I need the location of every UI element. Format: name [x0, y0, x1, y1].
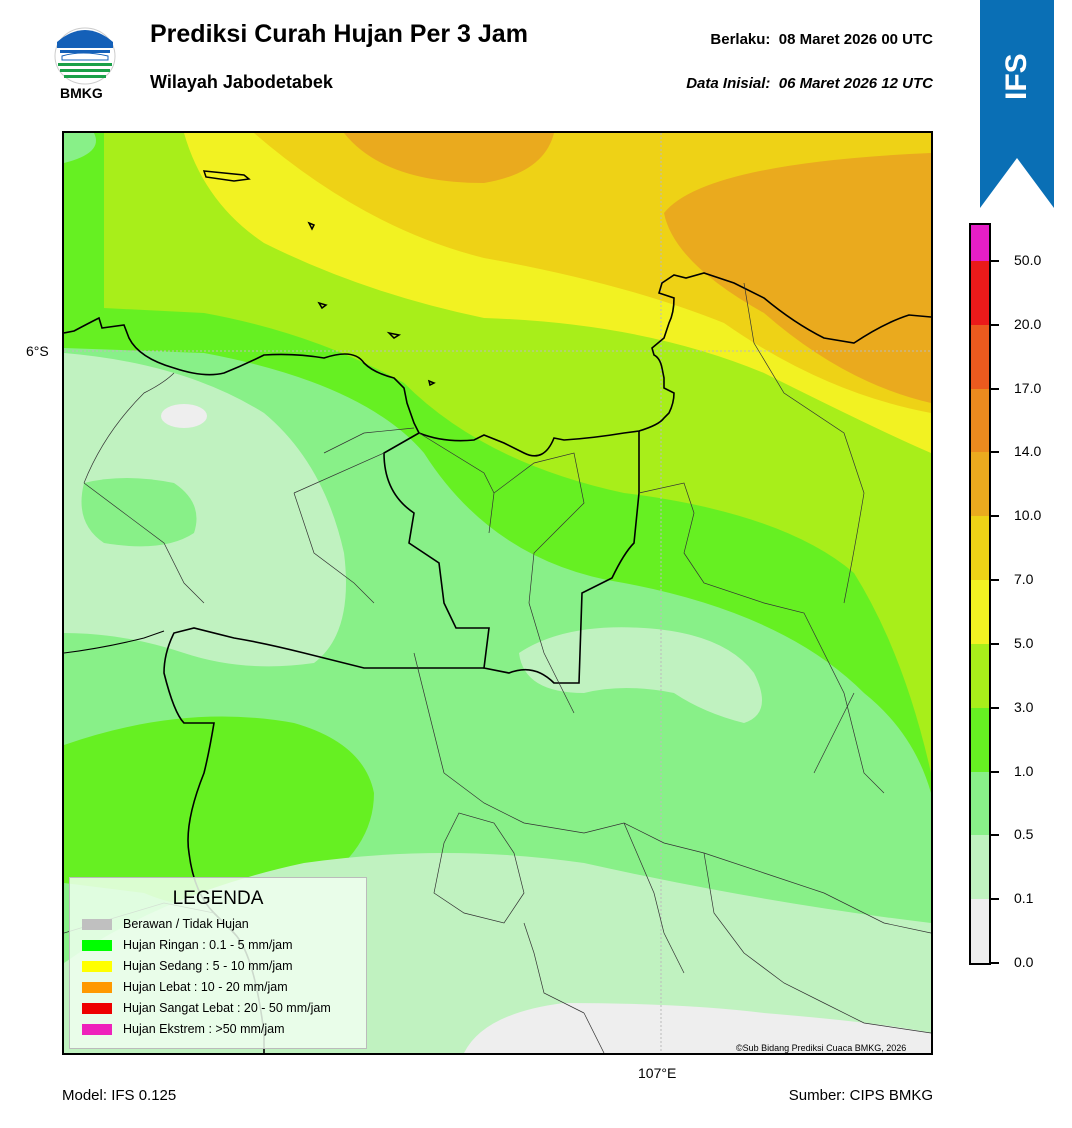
colorbar-tick — [991, 642, 999, 645]
colorbar-segment — [971, 707, 989, 772]
colorbar-segment — [971, 516, 989, 581]
legend-label: Berawan / Tidak Hujan — [123, 917, 249, 931]
source-label: Sumber: CIPS BMKG — [788, 1087, 933, 1104]
colorbar-segment — [971, 580, 989, 644]
colorbar-tick — [991, 834, 999, 837]
colorbar-tick-label: 0.5 — [1014, 826, 1034, 843]
colorbar-tick — [991, 706, 999, 709]
colorbar-segment — [971, 225, 989, 261]
legend-label: Hujan Ringan : 0.1 - 5 mm/jam — [123, 938, 293, 952]
colorbar-tick — [991, 260, 999, 262]
colorbar-segment — [971, 643, 989, 708]
colorbar-tick — [991, 451, 999, 454]
colorbar-segment — [971, 452, 989, 517]
colorbar-segment — [971, 835, 989, 900]
legend-swatch — [82, 981, 112, 993]
legend-swatch — [82, 1002, 112, 1014]
colorbar-tick-label: 5.0 — [1014, 634, 1034, 651]
longitude-label: 107°E — [638, 1065, 677, 1081]
legend-item: Hujan Ringan : 0.1 - 5 mm/jam — [82, 936, 293, 954]
colorbar-tick-label: 20.0 — [1014, 315, 1042, 332]
colorbar-tick-label: 3.0 — [1014, 698, 1034, 715]
colorbar-segment — [971, 771, 989, 836]
colorbar-segment — [971, 388, 989, 453]
legend-swatch — [82, 960, 112, 972]
legend-item: Hujan Ekstrem : >50 mm/jam — [82, 1020, 285, 1038]
colorbar-segment — [971, 261, 989, 325]
legend-label: Hujan Sangat Lebat : 20 - 50 mm/jam — [123, 1001, 331, 1015]
colorbar-tick — [991, 387, 999, 390]
colorbar-tick-label: 50.0 — [1014, 252, 1042, 268]
legend-swatch — [82, 1023, 112, 1035]
legend-swatch — [82, 939, 112, 951]
colorbar-tick-label: 0.1 — [1014, 890, 1034, 907]
legend-title: LEGENDA — [172, 888, 264, 909]
region-subtitle: Wilayah Jabodetabek — [150, 72, 333, 92]
colorbar-tick — [991, 515, 999, 518]
bmkg-logo-icon — [54, 27, 116, 85]
colorbar-tick — [991, 898, 999, 901]
rainfall-map — [62, 131, 933, 1055]
legend-label: Hujan Lebat : 10 - 20 mm/jam — [123, 980, 288, 994]
colorbar-tick-label: 17.0 — [1014, 379, 1042, 396]
colorbar-tick-label: 0.0 — [1014, 954, 1034, 970]
latitude-label: 6°S — [26, 343, 49, 359]
legend-label: Hujan Sedang : 5 - 10 mm/jam — [123, 959, 293, 973]
valid-time: Berlaku: 08 Maret 2026 00 UTC — [710, 31, 933, 48]
page-title: Prediksi Curah Hujan Per 3 Jam — [150, 20, 528, 48]
rainfall-colorbar — [969, 223, 991, 965]
initial-time: Data Inisial: 06 Maret 2026 12 UTC — [686, 75, 933, 92]
colorbar-segment — [971, 324, 989, 389]
colorbar-tick — [991, 770, 999, 773]
colorbar-tick-label: 7.0 — [1014, 571, 1034, 588]
map-legend: LEGENDA Berawan / Tidak Hujan Hujan Ring… — [69, 877, 367, 1049]
legend-label: Hujan Ekstrem : >50 mm/jam — [123, 1022, 285, 1036]
model-label: Model: IFS 0.125 — [62, 1087, 177, 1104]
legend-item: Hujan Lebat : 10 - 20 mm/jam — [82, 978, 288, 996]
colorbar-tick-label: 1.0 — [1014, 762, 1034, 779]
colorbar-tick-label: 14.0 — [1014, 443, 1042, 460]
colorbar-tick-label: 10.0 — [1014, 507, 1042, 524]
colorbar-tick — [991, 579, 999, 582]
legend-item: Berawan / Tidak Hujan — [82, 915, 249, 933]
colorbar-segment — [971, 899, 989, 963]
map-credit: ©Sub Bidang Prediksi Cuaca BMKG, 2026 — [736, 1043, 907, 1053]
logo-text: BMKG — [60, 85, 103, 101]
legend-item: Hujan Sedang : 5 - 10 mm/jam — [82, 957, 293, 975]
ribbon-label: IFS — [1000, 53, 1033, 100]
colorbar-tick — [991, 323, 999, 326]
colorbar-tick — [991, 962, 999, 964]
legend-swatch — [82, 918, 112, 930]
model-ribbon — [980, 0, 1054, 208]
legend-item: Hujan Sangat Lebat : 20 - 50 mm/jam — [82, 999, 331, 1017]
